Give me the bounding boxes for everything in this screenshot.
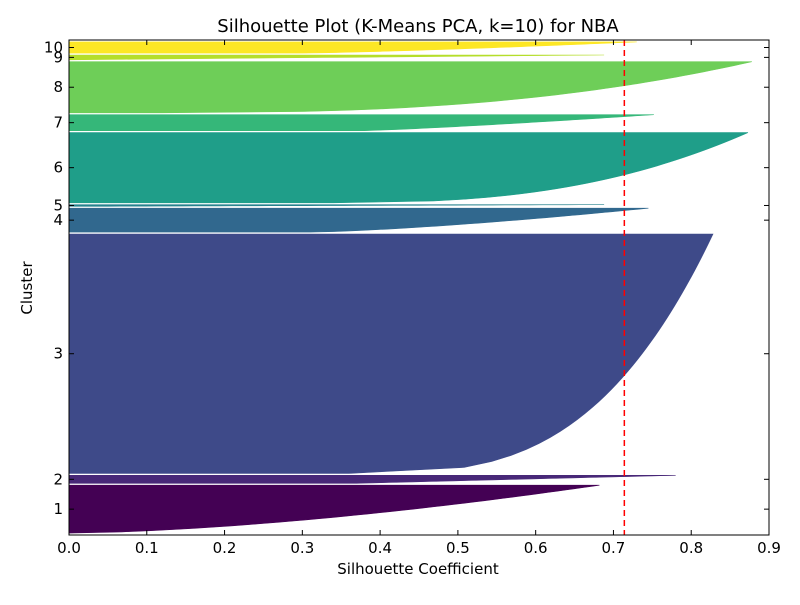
silhouette-cluster-5 xyxy=(68,204,605,207)
y-axis-label: Cluster xyxy=(18,261,36,315)
y-tick-label: 2 xyxy=(53,470,63,488)
x-tick-label: 0.4 xyxy=(368,539,392,557)
x-tick-label: 0.6 xyxy=(524,539,548,557)
chart-title: Silhouette Plot (K-Means PCA, k=10) for … xyxy=(217,16,619,37)
silhouette-cluster-2 xyxy=(68,475,676,484)
y-tick-label: 3 xyxy=(53,345,63,363)
silhouette-cluster-9 xyxy=(68,54,605,61)
silhouette-cluster-7 xyxy=(68,114,654,131)
y-tick-label: 5 xyxy=(53,196,63,214)
x-tick-label: 0.3 xyxy=(290,539,314,557)
x-axis-label: Silhouette Coefficient xyxy=(337,560,499,578)
silhouette-cluster-10 xyxy=(68,41,637,54)
x-tick-label: 0.9 xyxy=(757,539,781,557)
silhouette-cluster-6 xyxy=(68,132,749,204)
y-tick-label: 6 xyxy=(53,159,63,177)
y-tick-label: 8 xyxy=(53,78,63,96)
x-tick-label: 0.8 xyxy=(679,539,703,557)
y-tick-label: 7 xyxy=(53,114,63,132)
y-tick-label: 4 xyxy=(53,211,63,229)
y-tick-label: 9 xyxy=(53,48,63,66)
silhouette-cluster-1 xyxy=(68,484,600,534)
silhouette-cluster-3 xyxy=(68,233,714,474)
plot-frame xyxy=(68,39,770,536)
x-tick-label: 0.7 xyxy=(602,539,626,557)
y-tick-label: 1 xyxy=(53,500,63,518)
y-tick-label: 10 xyxy=(44,39,63,57)
silhouette-cluster-4 xyxy=(68,207,649,233)
plot-area: 0.0 0.1 0.2 0.3 0.4 0.5 0.6 0.7 0.8 0.9 1 2 3 45 6 7 8 91… xyxy=(44,39,781,558)
x-tick-label: 0.1 xyxy=(135,539,159,557)
silhouette-cluster-8 xyxy=(68,61,752,114)
x-tick-label: 0.2 xyxy=(213,539,237,557)
x-tick-label: 0.5 xyxy=(446,539,470,557)
x-tick-label: 0.0 xyxy=(57,539,81,557)
